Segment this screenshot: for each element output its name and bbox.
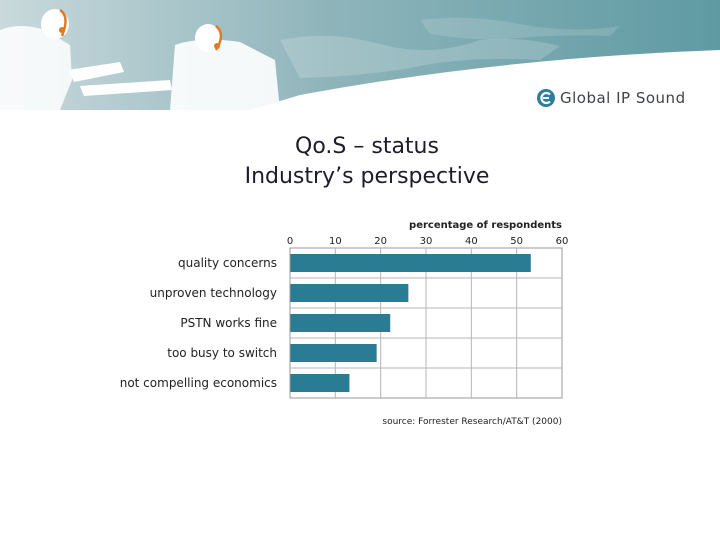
bar	[290, 374, 350, 392]
header-banner	[0, 0, 720, 110]
slide-title-line-2: Industry’s perspective	[244, 164, 490, 189]
category-label: PSTN works fine	[180, 316, 277, 330]
bar	[290, 344, 377, 362]
bar	[290, 284, 409, 302]
bar	[290, 314, 391, 332]
category-label: quality concerns	[178, 256, 277, 270]
category-label: unproven technology	[150, 286, 277, 300]
bar-chart: percentage of respondents 0 10 20 30 40 50 60 …	[120, 220, 569, 427]
bar	[290, 254, 531, 272]
logo-text: Global IP Sound	[560, 89, 686, 107]
x-tick-label: 10	[329, 236, 342, 247]
headset-person-left-illustration	[0, 8, 124, 110]
source-note: source: Forrester Research/AT&T (2000)	[382, 417, 562, 427]
x-tick-label: 20	[374, 236, 387, 247]
x-tick-label: 60	[556, 236, 569, 247]
x-tick-label: 40	[465, 236, 478, 247]
banner-map-overlay	[420, 17, 620, 40]
slide-title-line-1: Qo.S – status	[295, 134, 439, 159]
category-label: not compelling economics	[120, 376, 277, 390]
slide-title: Qo.S – status Industry’s perspective	[0, 132, 720, 192]
x-tick-label: 0	[287, 236, 293, 247]
headset-person-right-illustration	[80, 24, 280, 110]
x-tick-label: 50	[510, 236, 523, 247]
logo-mark-icon	[537, 89, 555, 107]
company-logo: Global IP Sound	[536, 86, 686, 110]
x-axis-label: percentage of respondents	[409, 220, 562, 231]
x-tick-label: 30	[420, 236, 433, 247]
banner-map-overlay	[280, 35, 560, 78]
category-label: too busy to switch	[167, 346, 277, 360]
